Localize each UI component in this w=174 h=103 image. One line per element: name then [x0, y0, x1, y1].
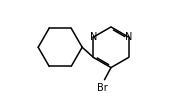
Text: Br: Br — [97, 83, 107, 93]
Text: N: N — [125, 32, 132, 42]
Text: N: N — [90, 32, 97, 42]
